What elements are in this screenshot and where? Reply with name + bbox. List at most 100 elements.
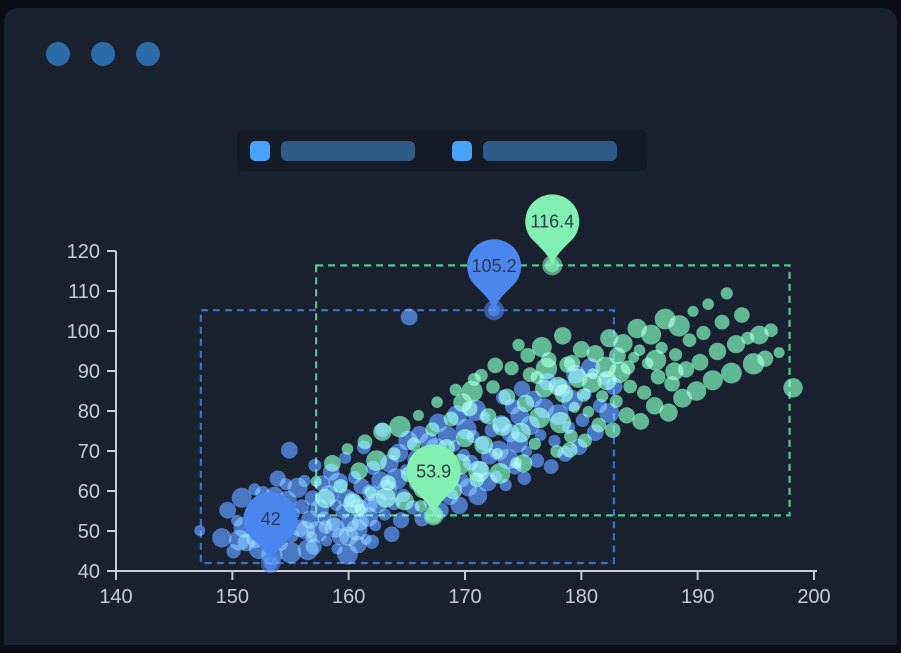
scatter-point-series-b[interactable]	[365, 486, 377, 498]
scatter-point-series-b[interactable]	[634, 344, 646, 356]
scatter-point-series-b[interactable]	[536, 358, 557, 379]
scatter-point-series-b[interactable]	[665, 362, 683, 380]
scatter-point-series-b[interactable]	[504, 361, 518, 375]
scatter-point-series-b[interactable]	[721, 287, 733, 299]
scatter-point-series-b[interactable]	[342, 443, 354, 455]
scatter-point-series-b[interactable]	[333, 479, 347, 493]
scatter-point-series-b[interactable]	[692, 354, 709, 371]
scatter-point-series-a[interactable]	[379, 509, 391, 521]
scatter-point-series-b[interactable]	[376, 488, 396, 508]
scatter-point-series-b[interactable]	[550, 445, 563, 458]
scatter-point-series-a[interactable]	[298, 475, 310, 487]
scatter-point-series-a[interactable]	[518, 471, 532, 485]
scatter-point-series-b[interactable]	[493, 417, 512, 436]
scatter-point-series-b[interactable]	[632, 413, 649, 430]
scatter-point-series-b[interactable]	[529, 438, 541, 450]
scatter-point-series-a[interactable]	[280, 542, 301, 563]
scatter-point-series-b[interactable]	[641, 325, 661, 345]
scatter-point-series-b[interactable]	[683, 333, 697, 347]
scatter-point-series-b[interactable]	[389, 416, 410, 437]
scatter-point-series-a[interactable]	[194, 525, 205, 536]
scatter-point-series-a[interactable]	[544, 459, 559, 474]
scatter-point-series-b[interactable]	[511, 423, 531, 443]
scatter-point-series-b[interactable]	[783, 378, 802, 397]
scatter-point-series-b[interactable]	[562, 442, 578, 458]
scatter-point-series-a[interactable]	[384, 526, 400, 542]
scatter-point-series-b[interactable]	[498, 389, 515, 406]
scatter-point-series-b[interactable]	[605, 422, 621, 438]
scatter-point-series-a[interactable]	[306, 531, 318, 543]
scatter-point-series-b[interactable]	[520, 348, 535, 363]
scatter-point-series-a[interactable]	[393, 512, 409, 528]
scatter-point-series-a[interactable]	[212, 528, 231, 547]
scatter-point-series-b[interactable]	[569, 402, 580, 413]
scatter-point-series-a[interactable]	[321, 536, 332, 547]
scatter-point-series-b[interactable]	[529, 407, 550, 428]
scatter-point-series-a[interactable]	[450, 497, 467, 514]
scatter-point-series-b[interactable]	[577, 388, 591, 402]
scatter-point-series-b[interactable]	[687, 381, 706, 400]
scatter-point-series-b[interactable]	[610, 395, 623, 408]
scatter-point-series-a[interactable]	[530, 454, 544, 468]
scatter-point-series-b[interactable]	[715, 315, 730, 330]
scatter-point-series-b[interactable]	[366, 450, 387, 471]
scatter-point-series-b[interactable]	[637, 386, 651, 400]
scatter-point-series-b[interactable]	[453, 393, 472, 412]
scatter-point-series-b[interactable]	[587, 368, 598, 379]
scatter-point-series-b[interactable]	[425, 422, 439, 436]
scatter-point-series-b[interactable]	[358, 434, 373, 449]
scatter-point-series-b[interactable]	[413, 410, 424, 421]
scatter-point-series-b[interactable]	[757, 351, 773, 367]
scatter-point-series-a[interactable]	[325, 518, 345, 538]
scatter-point-series-b[interactable]	[355, 504, 367, 516]
scatter-point-series-a[interactable]	[349, 536, 366, 553]
scatter-point-series-b[interactable]	[492, 448, 503, 459]
scatter-point-series-b[interactable]	[669, 348, 682, 361]
scatter-point-series-b[interactable]	[609, 347, 626, 364]
scatter-point-series-b[interactable]	[703, 370, 723, 390]
scatter-point-series-b[interactable]	[578, 434, 592, 448]
scatter-point-series-b[interactable]	[564, 355, 580, 371]
scatter-point-series-b[interactable]	[734, 307, 750, 323]
scatter-point-series-b[interactable]	[688, 306, 699, 317]
scatter-point-series-b[interactable]	[554, 327, 571, 344]
scatter-point-series-b[interactable]	[395, 492, 414, 511]
scatter-point-series-a[interactable]	[332, 544, 343, 555]
scatter-point-series-b[interactable]	[623, 380, 637, 394]
scatter-point-series-a[interactable]	[281, 442, 298, 459]
scatter-point-series-b[interactable]	[475, 369, 488, 382]
scatter-point-series-b[interactable]	[645, 350, 666, 371]
scatter-point-series-b[interactable]	[514, 454, 532, 472]
scatter-point-series-b[interactable]	[324, 455, 341, 472]
scatter-point-series-b[interactable]	[651, 370, 666, 385]
scatter-point-series-b[interactable]	[407, 437, 421, 451]
scatter-point-series-b[interactable]	[512, 339, 524, 351]
scatter-point-series-b[interactable]	[517, 395, 534, 412]
scatter-point-series-b[interactable]	[549, 377, 568, 396]
scatter-point-series-b[interactable]	[659, 404, 677, 422]
scatter-point-series-b[interactable]	[774, 347, 785, 358]
scatter-point-series-a[interactable]	[401, 309, 418, 326]
scatter-point-series-b[interactable]	[490, 463, 511, 484]
scatter-point-series-b[interactable]	[487, 358, 503, 374]
scatter-point-series-b[interactable]	[721, 363, 742, 384]
scatter-point-series-b[interactable]	[597, 371, 616, 390]
scatter-point-series-b[interactable]	[350, 462, 367, 479]
scatter-point-series-a[interactable]	[308, 459, 321, 472]
scatter-point-series-b[interactable]	[564, 429, 578, 443]
scatter-point-series-b[interactable]	[474, 436, 493, 455]
scatter-point-series-b[interactable]	[621, 360, 635, 374]
scatter-point-series-a[interactable]	[365, 535, 379, 549]
scatter-point-series-b[interactable]	[696, 326, 710, 340]
scatter-point-series-b[interactable]	[316, 489, 335, 508]
scatter-point-series-b[interactable]	[764, 323, 778, 337]
scatter-point-series-a[interactable]	[229, 530, 250, 551]
scatter-point-series-b[interactable]	[591, 418, 606, 433]
scatter-point-series-b[interactable]	[431, 396, 443, 408]
scatter-point-series-a[interactable]	[280, 478, 292, 490]
scatter-point-series-b[interactable]	[702, 298, 714, 310]
scatter-point-series-b[interactable]	[486, 380, 500, 394]
scatter-point-series-a[interactable]	[370, 520, 382, 532]
scatter-point-series-b[interactable]	[469, 472, 484, 487]
